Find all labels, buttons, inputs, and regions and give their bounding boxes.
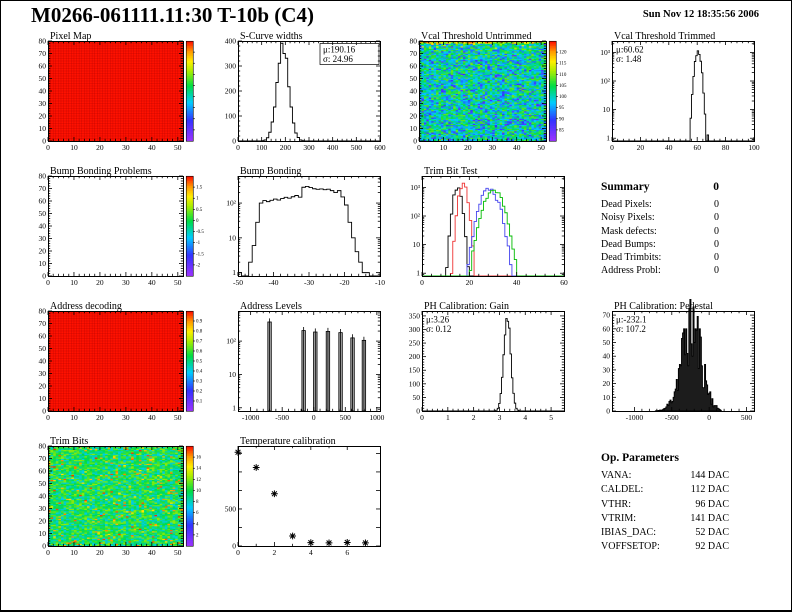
summary-row-dead-trimbits: Dead Trimbits: 0 [601,251,719,264]
summary-value: 0 [714,252,719,264]
summary-heading: Summary [601,181,650,193]
op-row-vana: VANA: 144 DAC [601,469,729,483]
trim-bits-plot [31,434,209,561]
ph-calibration-pedestal-plot [592,299,762,426]
op-row-vthr: VTHR: 96 DAC [601,498,729,512]
op-label: VOFFSETOP: [601,541,660,553]
summary-value: 0 [714,265,719,277]
summary-row-mask-defects: Mask defects: 0 [601,225,719,238]
summary-value: 0 [714,212,719,224]
op-value: 52 DAC [695,527,729,539]
summary-label: Dead Pixels: [601,199,652,211]
page-title: M0266-061111.11:30 T-10b (C4) [31,3,314,27]
op-parameters-heading-row: Op. Parameters [601,451,729,465]
op-parameters-heading: Op. Parameters [601,452,679,464]
op-value: 112 DAC [690,484,729,496]
op-value: 92 DAC [695,541,729,553]
pixel-map-plot [31,29,209,156]
op-value: 141 DAC [690,512,729,524]
temperature-calibration-plot [218,434,388,561]
op-row-vtrim: VTRIM: 141 DAC [601,512,729,526]
summary-label: Noisy Pixels: [601,212,655,224]
op-value: 144 DAC [690,470,729,482]
summary-row-dead-pixels: Dead Pixels: 0 [601,198,719,211]
summary-label: Dead Trimbits: [601,252,662,264]
summary-value: 0 [714,199,719,211]
op-row-ibias-dac: IBIAS_DAC: 52 DAC [601,526,729,540]
op-value: 96 DAC [695,498,729,510]
address-levels-plot [218,299,388,426]
summary-total: 0 [713,181,719,193]
op-row-caldel: CALDEL: 112 DAC [601,483,729,497]
summary-value: 0 [714,238,719,250]
bump-bonding-problems-plot [31,164,209,291]
vcal-threshold-untrimmed-plot [402,29,572,156]
summary-panel: Summary 0 Dead Pixels: 0 Noisy Pixels: 0 M… [601,181,719,277]
op-parameters-panel: Op. Parameters VANA: 144 DAC CALDEL: 112 D… [601,451,729,554]
op-label: VTRIM: [601,512,636,524]
trim-bit-test-plot [402,164,572,291]
timestamp: Sun Nov 12 18:35:56 2006 [642,9,759,20]
summary-heading-row: Summary 0 [601,181,719,194]
summary-row-dead-bumps: Dead Bumps: 0 [601,238,719,251]
s-curve-widths-plot [218,29,388,156]
op-label: IBIAS_DAC: [601,527,657,539]
summary-label: Address Probl: [601,265,661,277]
bump-bonding-plot [218,164,388,291]
summary-row-address-probl: Address Probl: 0 [601,264,719,277]
summary-value: 0 [714,225,719,237]
op-row-voffsetop: VOFFSETOP: 92 DAC [601,540,729,554]
address-decoding-plot [31,299,209,426]
op-label: VANA: [601,470,632,482]
summary-row-noisy-pixels: Noisy Pixels: 0 [601,211,719,224]
summary-label: Mask defects: [601,225,657,237]
op-label: CALDEL: [601,484,644,496]
op-label: VTHR: [601,498,631,510]
summary-label: Dead Bumps: [601,238,656,250]
vcal-threshold-trimmed-plot [592,29,762,156]
ph-calibration-gain-plot [402,299,572,426]
